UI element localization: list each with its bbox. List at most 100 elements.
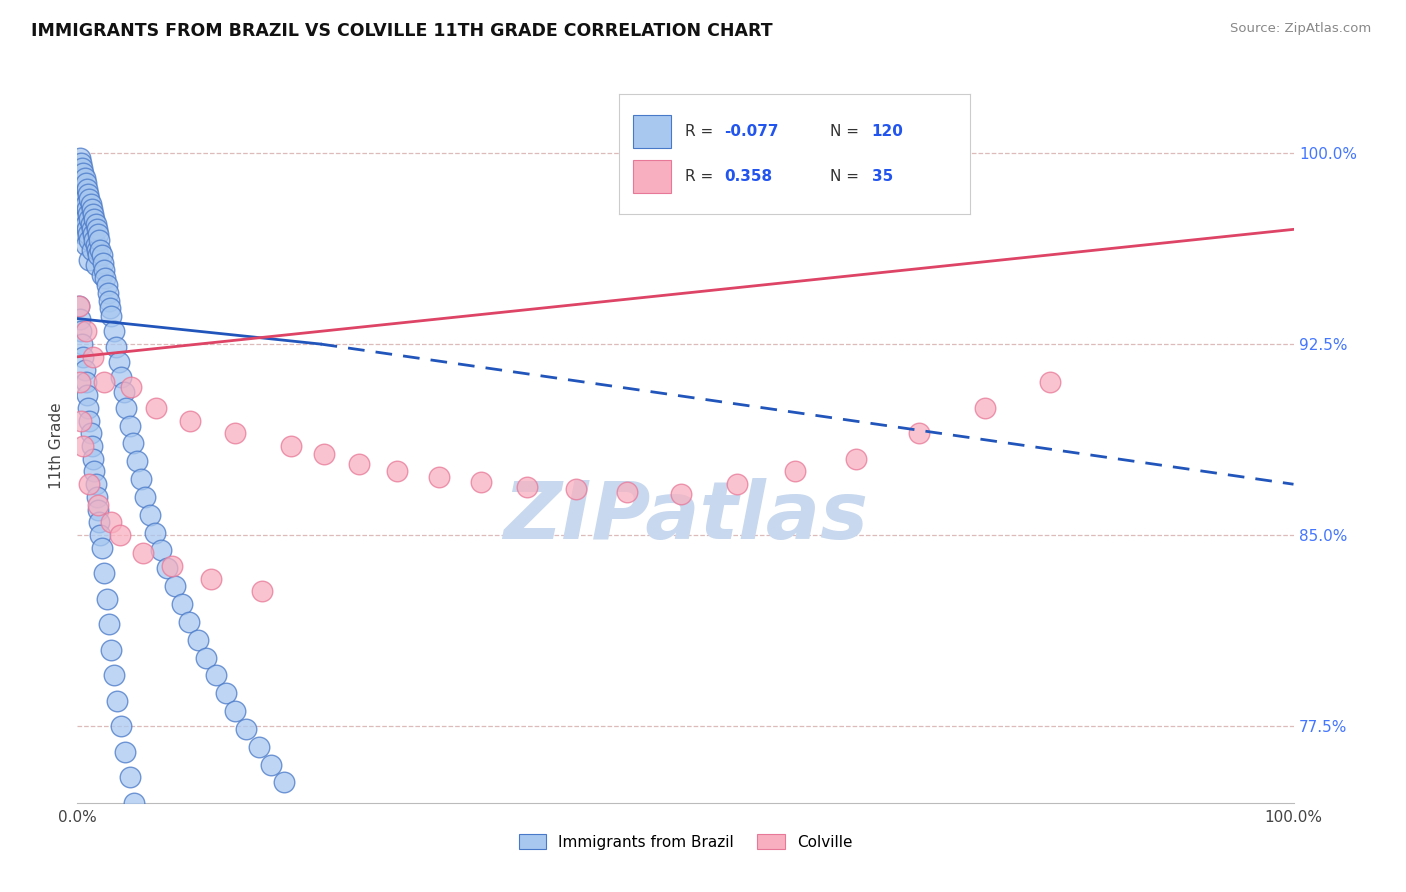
Point: [120, 380, 142, 394]
Point: [67, 299, 90, 313]
Point: [250, 584, 273, 599]
Point: [84, 217, 107, 231]
Point: [103, 668, 125, 682]
Text: R =: R =: [686, 169, 718, 184]
Point: [69, 311, 91, 326]
Text: Source: ZipAtlas.com: Source: ZipAtlas.com: [1230, 22, 1371, 36]
Point: [280, 439, 302, 453]
Point: [84, 237, 107, 252]
Point: [70, 181, 93, 195]
Point: [187, 632, 209, 647]
Point: [94, 270, 117, 285]
Point: [69, 376, 91, 390]
Point: [205, 668, 228, 682]
Point: [75, 237, 97, 252]
Point: [93, 566, 115, 581]
Point: [82, 227, 104, 242]
Point: [73, 212, 96, 227]
Point: [84, 477, 107, 491]
Point: [76, 202, 98, 216]
Point: [80, 202, 103, 216]
Point: [110, 719, 132, 733]
Point: [170, 597, 193, 611]
Point: [90, 541, 112, 555]
Point: [89, 528, 111, 542]
FancyBboxPatch shape: [633, 115, 672, 148]
Point: [122, 436, 145, 450]
Point: [195, 650, 218, 665]
Point: [79, 477, 101, 491]
Point: [72, 439, 94, 453]
Point: [725, 477, 748, 491]
Point: [70, 197, 93, 211]
Point: [145, 401, 167, 415]
Point: [82, 207, 104, 221]
Point: [87, 502, 110, 516]
Point: [70, 217, 93, 231]
Point: [93, 263, 115, 277]
Text: 35: 35: [872, 169, 893, 184]
Point: [67, 299, 90, 313]
Point: [80, 426, 103, 441]
Point: [83, 465, 105, 479]
Point: [98, 301, 121, 316]
Point: [179, 413, 201, 427]
Point: [80, 197, 103, 211]
Point: [100, 309, 122, 323]
Y-axis label: 11th Grade: 11th Grade: [49, 402, 65, 490]
Point: [103, 324, 125, 338]
Point: [79, 212, 101, 227]
Point: [108, 528, 131, 542]
Point: [973, 401, 995, 415]
Point: [115, 401, 138, 415]
Text: -0.077: -0.077: [724, 124, 779, 139]
Point: [70, 161, 93, 176]
Point: [114, 745, 136, 759]
Point: [82, 350, 104, 364]
Point: [80, 439, 103, 453]
Point: [427, 469, 450, 483]
Point: [224, 704, 246, 718]
Point: [69, 210, 91, 224]
Point: [79, 233, 101, 247]
Point: [96, 591, 118, 606]
Point: [129, 472, 152, 486]
Point: [72, 166, 94, 180]
Point: [314, 447, 336, 461]
Point: [124, 796, 146, 810]
Point: [132, 546, 155, 560]
Point: [72, 350, 94, 364]
Point: [100, 643, 122, 657]
Point: [86, 222, 108, 236]
Text: 0.358: 0.358: [724, 169, 772, 184]
Point: [565, 483, 588, 497]
Point: [77, 401, 100, 415]
Text: 120: 120: [872, 124, 904, 139]
Point: [385, 465, 408, 479]
Point: [260, 757, 283, 772]
Point: [75, 376, 97, 390]
Point: [107, 694, 129, 708]
Point: [91, 255, 114, 269]
Point: [67, 184, 90, 198]
Point: [79, 252, 101, 267]
Point: [83, 233, 105, 247]
Point: [77, 227, 100, 242]
Point: [89, 243, 111, 257]
Point: [105, 340, 128, 354]
Point: [224, 426, 246, 441]
Point: [134, 490, 156, 504]
Point: [89, 233, 111, 247]
Point: [90, 268, 112, 283]
Point: [96, 278, 118, 293]
Point: [118, 418, 141, 433]
Point: [77, 186, 100, 201]
Point: [70, 202, 93, 216]
Point: [215, 686, 238, 700]
Point: [72, 207, 94, 221]
Point: [87, 498, 110, 512]
Point: [100, 516, 122, 530]
Point: [75, 217, 97, 231]
Point: [908, 426, 931, 441]
Point: [70, 324, 93, 338]
